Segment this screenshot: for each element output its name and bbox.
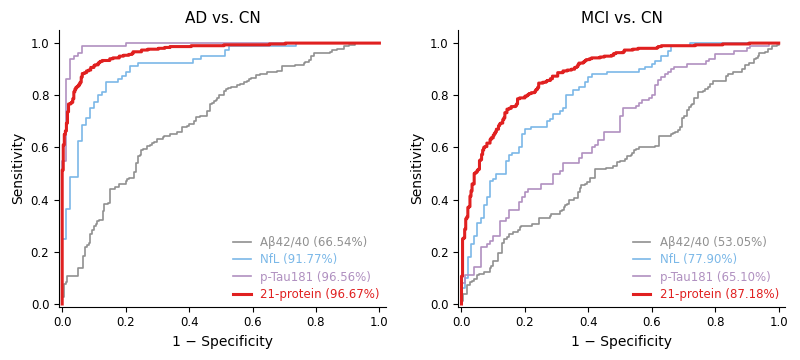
X-axis label: 1 − Specificity: 1 − Specificity <box>571 335 672 349</box>
Title: AD vs. CN: AD vs. CN <box>185 11 260 26</box>
Legend: Aβ42/40 (53.05%), NfL (77.90%), p-Tau181 (65.10%), 21-protein (87.18%): Aβ42/40 (53.05%), NfL (77.90%), p-Tau181… <box>633 236 779 301</box>
Title: MCI vs. CN: MCI vs. CN <box>581 11 662 26</box>
X-axis label: 1 − Specificity: 1 − Specificity <box>172 335 273 349</box>
Y-axis label: Sensitivity: Sensitivity <box>11 132 25 204</box>
Legend: Aβ42/40 (66.54%), NfL (91.77%), p-Tau181 (96.56%), 21-protein (96.67%): Aβ42/40 (66.54%), NfL (91.77%), p-Tau181… <box>233 236 380 301</box>
Y-axis label: Sensitivity: Sensitivity <box>410 132 425 204</box>
